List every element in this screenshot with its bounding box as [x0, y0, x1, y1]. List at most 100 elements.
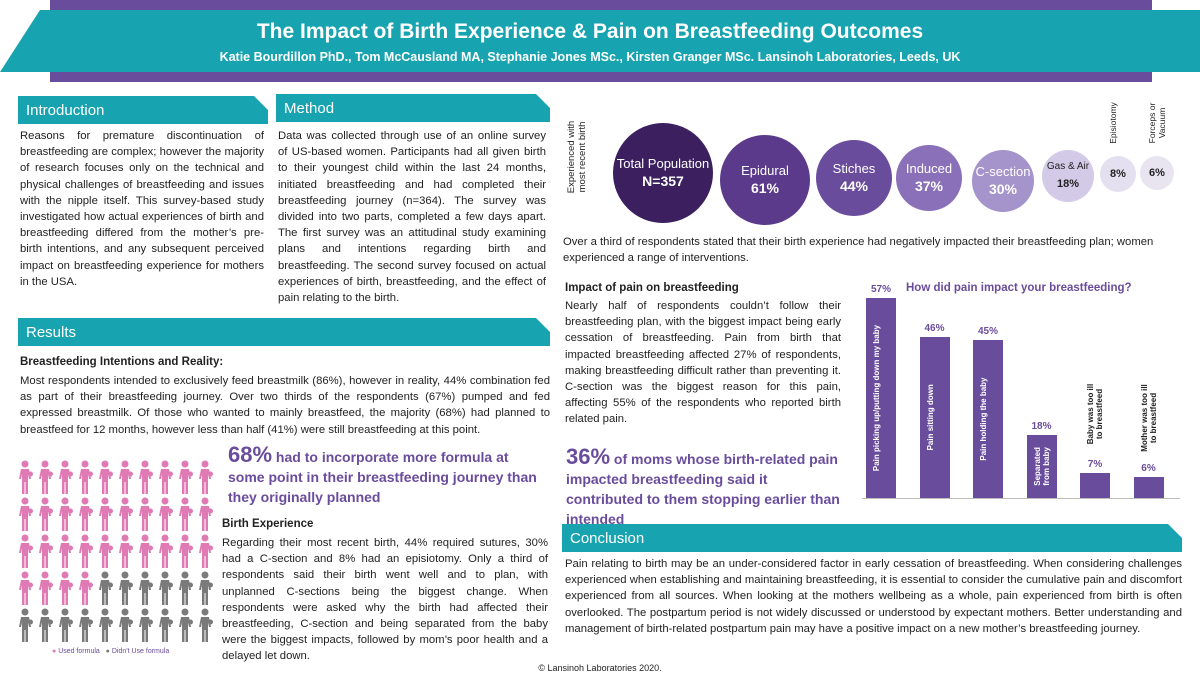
poster-title: The Impact of Birth Experience & Pain on…	[256, 20, 924, 43]
mother-baby-icon	[98, 534, 114, 570]
circles-side-label: Experienced with most recent birth	[566, 120, 588, 194]
circle-value: 30%	[988, 181, 1018, 197]
chart-category-label: Mother was too ill to breastfeed	[1139, 384, 1158, 452]
mother-baby-icon	[78, 497, 94, 533]
footer-copyright: © Lansinoh Laboratories 2020.	[538, 663, 662, 673]
mother-baby-icon	[198, 460, 214, 496]
mother-baby-icon	[78, 460, 94, 496]
mother-baby-icon	[38, 534, 54, 570]
mother-baby-icon	[198, 571, 214, 607]
mother-baby-icon	[58, 497, 74, 533]
circle-label: C-section	[975, 164, 1031, 179]
mother-baby-icon	[38, 497, 54, 533]
circle-episiotomy: 8%	[1100, 156, 1136, 192]
mother-baby-icon	[178, 571, 194, 607]
mother-baby-icon	[118, 534, 134, 570]
formula-stat-number: 68%	[228, 442, 273, 467]
mother-baby-icon	[198, 497, 214, 533]
mother-baby-icon	[178, 534, 194, 570]
chart-value-label: 7%	[1087, 459, 1103, 471]
circle-label: Total Population	[616, 156, 710, 171]
chart-bar	[973, 340, 1003, 498]
circle-forceps-or-vacuum: 6%	[1140, 156, 1174, 190]
chart-category-label: Pain holding the baby	[979, 377, 988, 461]
mother-baby-icon	[98, 497, 114, 533]
formula-stat: 68% had to incorporate more formula at s…	[228, 442, 548, 507]
mother-baby-icon	[58, 460, 74, 496]
chart-bar	[866, 298, 896, 498]
circle-total-population: Total Population N=357	[613, 123, 713, 223]
mother-baby-icon	[198, 608, 214, 644]
circle-value: 44%	[839, 178, 869, 194]
circle-c-section: C-section 30%	[972, 150, 1034, 212]
pain-stat: 36% of moms whose birth-related pain imp…	[566, 444, 846, 529]
mother-baby-icon	[38, 460, 54, 496]
chart-bar	[1080, 473, 1110, 498]
chart-axis	[862, 498, 1180, 499]
chart-value-label: 46%	[924, 322, 945, 334]
chart-title: How did pain impact your breastfeeding?	[906, 282, 1132, 294]
chart-category-label: Baby was too ill to breastfeed	[1086, 384, 1104, 445]
mother-baby-icon	[118, 497, 134, 533]
circle-label: Gas & Air	[1046, 161, 1090, 172]
mother-baby-icon	[18, 608, 34, 644]
header-bottom-stripe	[50, 72, 1152, 82]
circle-value: 61%	[750, 180, 780, 196]
chart-bar	[919, 336, 950, 498]
introduction-heading: Introduction	[18, 96, 268, 124]
conclusion-text: Pain relating to birth may be an under-c…	[565, 558, 1182, 635]
results-heading: Results	[18, 318, 550, 346]
mother-baby-icon	[118, 460, 134, 496]
mother-baby-icon	[18, 460, 34, 496]
conclusion-heading: Conclusion	[562, 524, 1182, 552]
mother-baby-icon	[138, 497, 154, 533]
circle-epidural: Epidural 61%	[720, 135, 810, 225]
mother-baby-icon	[78, 571, 94, 607]
mother-baby-icon	[38, 608, 54, 644]
circle-value: 6%	[1149, 167, 1165, 179]
circle-gas-air: Gas & Air 18%	[1042, 150, 1094, 202]
chart-category-label: Pain picking up/putting down my baby	[872, 324, 881, 472]
method-text: Data was collected through use of an onl…	[278, 130, 546, 305]
mother-baby-icon	[18, 497, 34, 533]
mother-baby-icon	[18, 534, 34, 570]
circle-value: 8%	[1110, 168, 1126, 180]
mother-baby-icon	[138, 460, 154, 496]
intentions-text: Most respondents intended to exclusively…	[20, 375, 550, 436]
mother-baby-icon	[158, 460, 174, 496]
circle-value: 18%	[1056, 178, 1080, 190]
circle-label: Episiotomy	[1108, 102, 1118, 144]
circle-value: N=357	[642, 173, 684, 189]
mother-baby-icon	[98, 460, 114, 496]
circle-label: Forceps or Vacuum	[1147, 102, 1167, 144]
mother-baby-icon	[178, 497, 194, 533]
intentions-heading: Breastfeeding Intentions and Reality:	[20, 356, 224, 368]
mother-baby-icon	[58, 608, 74, 644]
circle-label: Stiches	[832, 161, 876, 176]
circle-label: Epidural	[741, 163, 789, 178]
mother-baby-icon	[178, 608, 194, 644]
mother-baby-icon	[158, 534, 174, 570]
chart-bar	[1026, 434, 1057, 498]
circle-induced: Induced 37%	[896, 145, 962, 211]
mother-baby-icon	[198, 534, 214, 570]
mother-baby-icon	[138, 571, 154, 607]
pain-text: Nearly half of respondents couldn’t foll…	[565, 300, 841, 426]
pain-heading: Impact of pain on breastfeeding	[565, 282, 739, 294]
mother-baby-icon	[118, 608, 134, 644]
pain-stat-text: of moms whose birth-related pain impacte…	[566, 451, 840, 527]
formula-pictogram	[18, 460, 222, 646]
formula-stat-text: had to incorporate more formula at some …	[228, 449, 537, 505]
mother-baby-icon	[38, 571, 54, 607]
pictogram-legend: ● Used formula ● Didn't Use formula	[52, 648, 170, 655]
method-heading: Method	[276, 94, 550, 122]
pain-stat-number: 36%	[566, 444, 611, 469]
legend-used: Used formula	[58, 648, 100, 655]
introduction-text: Reasons for premature discontinuation of…	[20, 130, 264, 288]
header-top-stripe	[50, 0, 1152, 10]
mother-baby-icon	[158, 571, 174, 607]
mother-baby-icon	[78, 608, 94, 644]
mother-baby-icon	[118, 571, 134, 607]
legend-not-used: Didn't Use formula	[111, 648, 170, 655]
circle-label: Induced	[905, 161, 953, 176]
